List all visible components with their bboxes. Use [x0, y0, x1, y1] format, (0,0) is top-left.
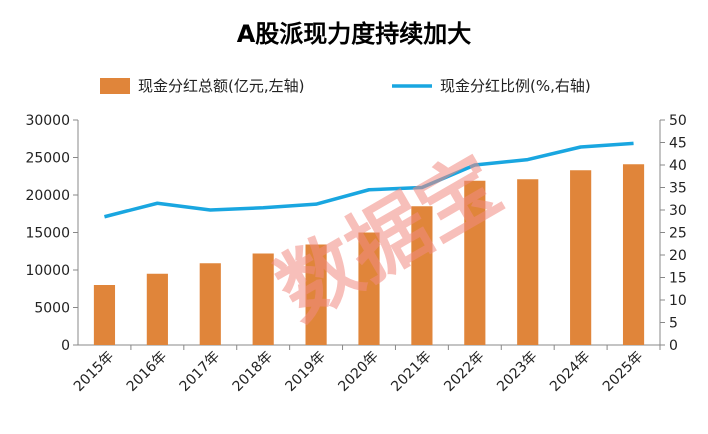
- y-right-tick-label: 40: [669, 158, 687, 174]
- bar: [94, 285, 115, 345]
- x-tick-label: 2023年: [494, 349, 540, 395]
- bar: [517, 179, 538, 345]
- y-left-tick-label: 0: [61, 338, 70, 354]
- y-left-tick-label: 30000: [25, 113, 70, 129]
- y-right-tick-label: 0: [669, 338, 678, 354]
- y-right-tick-label: 30: [669, 203, 687, 219]
- x-tick-label: 2024年: [547, 349, 593, 395]
- y-left-tick-label: 20000: [25, 188, 70, 204]
- x-tick-label: 2017年: [177, 349, 223, 395]
- bar: [200, 263, 221, 345]
- y-right-tick-label: 10: [669, 293, 687, 309]
- x-tick-label: 2019年: [283, 349, 329, 395]
- y-left-tick-label: 10000: [25, 263, 70, 279]
- legend: 现金分红总额(亿元,左轴) 现金分红比例(%,右轴): [100, 77, 591, 95]
- bar: [623, 164, 644, 345]
- chart-title: A股派现力度持续加大: [237, 20, 472, 48]
- y-left-tick-label: 15000: [25, 226, 70, 242]
- x-tick-label: 2020年: [335, 349, 381, 395]
- x-tick-label: 2025年: [600, 349, 646, 395]
- x-tick-label: 2016年: [124, 349, 170, 395]
- bar: [570, 170, 591, 345]
- legend-line-label: 现金分红比例(%,右轴): [440, 77, 591, 95]
- x-tick-label: 2015年: [71, 349, 117, 395]
- bar: [147, 274, 168, 345]
- legend-bar-label: 现金分红总额(亿元,左轴): [138, 77, 304, 95]
- legend-bar-swatch: [100, 78, 130, 94]
- y-right-tick-label: 15: [669, 271, 687, 287]
- y-right-tick-label: 5: [669, 316, 678, 332]
- y-left-tick-label: 25000: [25, 151, 70, 167]
- y-right-tick-label: 50: [669, 113, 687, 129]
- y-right-tick-label: 25: [669, 226, 687, 242]
- y-right-tick-label: 45: [669, 136, 687, 152]
- x-tick-label: 2018年: [230, 349, 276, 395]
- y-left-tick-label: 5000: [34, 301, 70, 317]
- y-right-tick-label: 20: [669, 248, 687, 264]
- x-tick-label: 2021年: [388, 349, 434, 395]
- y-right-tick-label: 35: [669, 181, 687, 197]
- x-tick-label: 2022年: [441, 349, 487, 395]
